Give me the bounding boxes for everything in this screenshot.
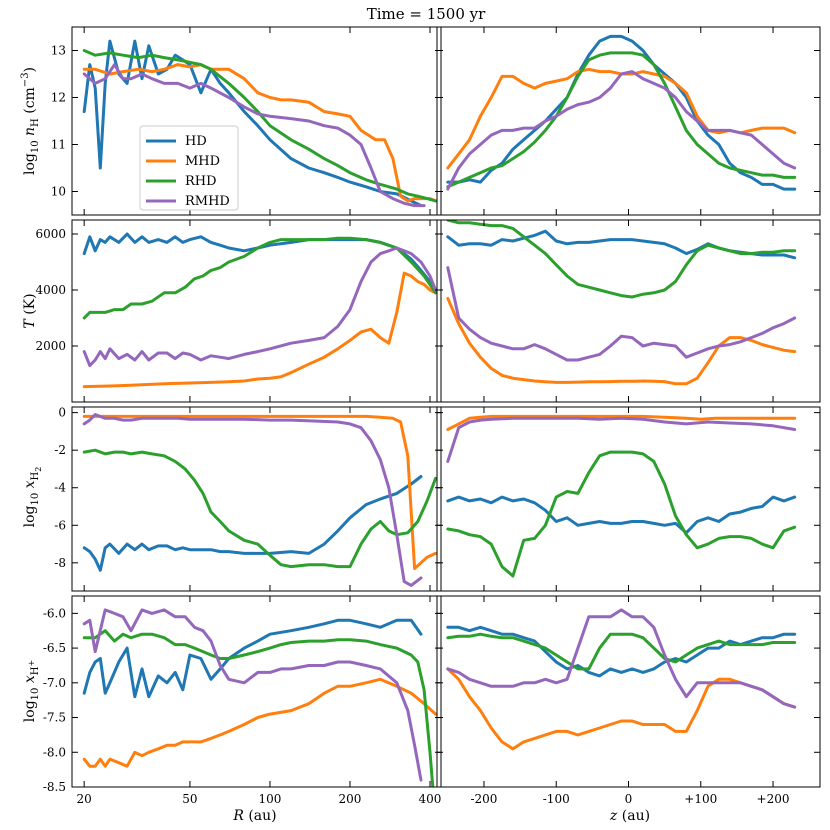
series-line-hd (446, 495, 797, 535)
series-line-mhd (82, 677, 438, 768)
x-tick-label: +100 (684, 792, 717, 806)
series-line-rhd (446, 51, 797, 189)
legend-label-rhd: RHD (185, 174, 217, 189)
y-tick-label: 13 (51, 44, 66, 58)
series-line-rmhd (82, 608, 423, 782)
series-line-hd (82, 618, 423, 699)
x-label-left-var: R (232, 808, 244, 824)
y-tick-label: -6.0 (43, 606, 66, 620)
y-tick-label: 10 (51, 185, 66, 199)
x-axis-label-right: z (au) (609, 808, 650, 824)
panel-frame (71, 406, 442, 592)
panel-frame (436, 406, 821, 592)
series-line-rmhd (82, 413, 423, 587)
panel-r2-right (436, 219, 821, 403)
y-tick-label: 2000 (35, 339, 66, 353)
panel-r1-left: 10 11 12 13 (51, 26, 442, 216)
y-axis-label-row-2: T (K) (22, 293, 38, 328)
x-label-right-unit: (au) (617, 808, 650, 824)
panel-r3-left: -8 -6 -4 -2 0 (54, 406, 442, 592)
series-line-rmhd (446, 266, 797, 362)
x-tick-label: 100 (259, 792, 282, 806)
y-tick-label: -2 (54, 443, 66, 457)
y-tick-label: -7.0 (43, 676, 66, 690)
series-line-rhd (82, 236, 438, 320)
legend-box (139, 125, 239, 211)
x-tick-label: 0 (625, 792, 633, 806)
y-tick-label: -8 (54, 556, 66, 570)
series-line-mhd (446, 296, 797, 386)
y-axis-label-row-3: log10 xH2 (22, 467, 43, 528)
y-axis-label-row-4: log10 xH+ (22, 660, 41, 722)
panel-r4-left: 20 50 100 200 400 -8.5 -8.0 -7.5 -7.0 -6.5 -6.0 (43, 595, 442, 806)
series-line-rhd (82, 448, 438, 569)
series-line-rmhd (446, 70, 797, 191)
panel-frame (436, 26, 821, 216)
figure-title: Time = 1500 yr (367, 5, 486, 23)
x-tick-label: 400 (419, 792, 442, 806)
panel-r4-right: -200 -100 0 +100 +200 (436, 595, 821, 806)
legend-label-mhd: MHD (185, 154, 220, 169)
series-line-rhd (446, 450, 797, 578)
series-line-mhd (82, 63, 438, 203)
panel-r3-right (436, 406, 821, 592)
series-line-mhd (446, 414, 797, 431)
y-tick-label: -4 (54, 481, 66, 495)
panel-frame (436, 219, 821, 403)
series-line-mhd (446, 67, 797, 170)
series-line-mhd (82, 271, 438, 389)
x-tick-label: 200 (339, 792, 362, 806)
panel-frame (71, 595, 442, 788)
panel-r2-left: 2000 4000 6000 (35, 219, 442, 403)
y-tick-label: 11 (51, 138, 66, 152)
series-line-rmhd (82, 246, 438, 368)
panel-frame (71, 26, 442, 216)
series-line-rhd (82, 49, 438, 203)
x-tick-label: 20 (77, 792, 92, 806)
series-line-mhd (446, 667, 797, 751)
series-line-rhd (446, 632, 797, 671)
x-tick-label: 50 (182, 792, 197, 806)
series-line-rhd (446, 220, 797, 299)
panel-r1-right (436, 26, 821, 216)
y-axis-labels: log10 nH (cm−3) T (K) log10 xH2 log10 xH+ (20, 67, 43, 722)
x-tick-label: +200 (757, 792, 790, 806)
y-tick-label: -8.0 (43, 745, 66, 759)
x-axis-label-left: R (au) (232, 808, 276, 824)
y-tick-label: -6.5 (43, 641, 66, 655)
y-tick-label: 4000 (35, 283, 66, 297)
x-label-right-var: z (609, 808, 618, 824)
series-line-rmhd (446, 608, 797, 709)
legend: HD MHD RHD RMHD (139, 125, 239, 211)
series-line-mhd (82, 414, 438, 570)
legend-label-rmhd: RMHD (185, 194, 230, 209)
y-tick-label: 6000 (35, 227, 66, 241)
series-line-rmhd (82, 63, 426, 208)
y-tick-label: -7.5 (43, 711, 66, 725)
series-line-rmhd (446, 416, 797, 463)
y-tick-label: 12 (51, 91, 66, 105)
y-tick-label: -8.5 (43, 780, 66, 794)
legend-label-hd: HD (185, 134, 207, 149)
x-tick-label: -100 (543, 792, 570, 806)
x-tick-label: -200 (470, 792, 497, 806)
x-label-left-unit: (au) (244, 808, 277, 824)
panel-frame (71, 219, 442, 403)
y-tick-label: -6 (54, 518, 66, 532)
series-line-rhd (82, 629, 435, 787)
y-axis-label-row-1: log10 nH (cm−3) (20, 67, 41, 175)
y-tick-label: 0 (58, 406, 66, 420)
series-line-hd (82, 475, 423, 572)
